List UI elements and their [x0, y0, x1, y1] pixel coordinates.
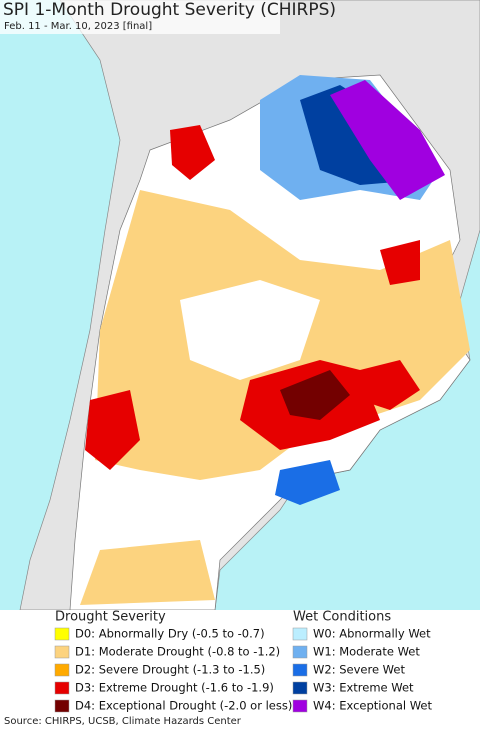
wet-area: [275, 460, 340, 505]
legend-panel: [0, 610, 480, 730]
drought-area: [80, 540, 215, 605]
legend-label: W1: Moderate Wet: [313, 645, 420, 659]
legend-swatch: [292, 627, 308, 641]
legend-label: D1: Moderate Drought (-0.8 to -1.2): [75, 645, 280, 659]
legend-label: D0: Abnormally Dry (-0.5 to -0.7): [75, 627, 265, 641]
legend-label: D2: Severe Drought (-1.3 to -1.5): [75, 663, 265, 677]
drought-area: [280, 370, 350, 420]
legend-swatch: [54, 699, 70, 713]
legend-label: D3: Extreme Drought (-1.6 to -1.9): [75, 681, 274, 695]
legend-label: W4: Exceptional Wet: [313, 699, 432, 713]
legend-swatch: [292, 645, 308, 659]
wet-area: [330, 80, 445, 200]
legend-label: W2: Severe Wet: [313, 663, 405, 677]
legend-label: D4: Exceptional Drought (-2.0 or less): [75, 699, 292, 713]
legend-heading: Wet Conditions: [293, 610, 391, 625]
legend-swatch: [292, 663, 308, 677]
title: SPI 1-Month Drought Severity (CHIRPS): [3, 0, 336, 20]
legend-swatch: [54, 663, 70, 677]
drought-area: [380, 240, 420, 285]
drought-area: [360, 360, 420, 410]
drought-area: [170, 125, 215, 180]
drought-area: [85, 390, 140, 470]
legend-swatch: [54, 645, 70, 659]
legend-label: W0: Abnormally Wet: [313, 627, 431, 641]
source: Source: CHIRPS, UCSB, Climate Hazards Ce…: [4, 716, 242, 727]
legend: Drought Severity D0: Abnormally Dry (-0.5…: [54, 610, 432, 713]
subtitle: Feb. 11 - Mar. 10, 2023 [final]: [4, 21, 152, 32]
legend-swatch: [292, 699, 308, 713]
map: [0, 0, 480, 611]
title-box: [0, 0, 280, 34]
legend-swatch: [292, 681, 308, 695]
legend-label: W3: Extreme Wet: [313, 681, 414, 695]
legend-swatch: [54, 681, 70, 695]
legend-heading: Drought Severity: [55, 610, 166, 625]
legend-swatch: [54, 627, 70, 641]
drought-area: [180, 280, 320, 380]
